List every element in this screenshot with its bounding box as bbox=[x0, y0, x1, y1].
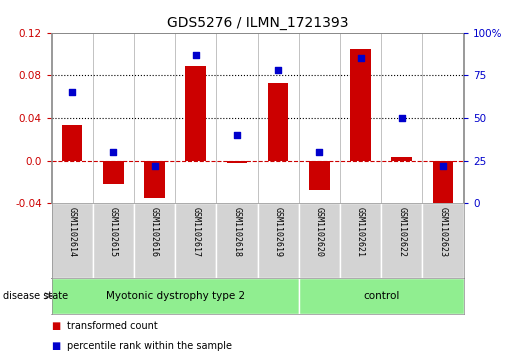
Bar bbox=[299, 203, 340, 278]
Text: GSM1102617: GSM1102617 bbox=[191, 207, 200, 257]
Title: GDS5276 / ILMN_1721393: GDS5276 / ILMN_1721393 bbox=[167, 16, 348, 30]
Point bbox=[109, 149, 117, 155]
Text: ■: ■ bbox=[52, 341, 61, 351]
Bar bbox=[52, 203, 93, 278]
Bar bbox=[103, 160, 124, 184]
Bar bbox=[93, 203, 134, 278]
Bar bbox=[227, 160, 247, 163]
Bar bbox=[340, 203, 381, 278]
Bar bbox=[422, 203, 464, 278]
Text: GSM1102619: GSM1102619 bbox=[273, 207, 283, 257]
Bar bbox=[268, 83, 288, 160]
Bar bbox=[391, 158, 412, 160]
Point bbox=[192, 52, 200, 58]
Text: GSM1102623: GSM1102623 bbox=[438, 207, 448, 257]
Text: GSM1102615: GSM1102615 bbox=[109, 207, 118, 257]
Text: ■: ■ bbox=[52, 321, 61, 331]
Bar bbox=[309, 160, 330, 191]
Text: GSM1102618: GSM1102618 bbox=[232, 207, 242, 257]
Point bbox=[68, 90, 76, 95]
Bar bbox=[350, 49, 371, 160]
Text: percentile rank within the sample: percentile rank within the sample bbox=[67, 341, 232, 351]
Bar bbox=[175, 203, 216, 278]
Text: GSM1102614: GSM1102614 bbox=[67, 207, 77, 257]
Bar bbox=[134, 203, 175, 278]
Bar bbox=[62, 126, 82, 160]
Point bbox=[274, 67, 282, 73]
Bar bbox=[433, 160, 453, 212]
Point bbox=[315, 149, 323, 155]
Bar bbox=[185, 66, 206, 160]
Point bbox=[439, 163, 447, 169]
Text: control: control bbox=[363, 291, 399, 301]
Bar bbox=[144, 160, 165, 198]
Bar bbox=[52, 278, 299, 314]
Text: disease state: disease state bbox=[3, 291, 67, 301]
Bar bbox=[258, 203, 299, 278]
Point bbox=[150, 163, 159, 169]
Text: Myotonic dystrophy type 2: Myotonic dystrophy type 2 bbox=[106, 291, 245, 301]
Point bbox=[398, 115, 406, 121]
Text: GSM1102621: GSM1102621 bbox=[356, 207, 365, 257]
Text: GSM1102622: GSM1102622 bbox=[397, 207, 406, 257]
Text: GSM1102620: GSM1102620 bbox=[315, 207, 324, 257]
Text: GSM1102616: GSM1102616 bbox=[150, 207, 159, 257]
Text: transformed count: transformed count bbox=[67, 321, 158, 331]
Point bbox=[356, 55, 365, 61]
Bar bbox=[381, 203, 422, 278]
Bar bbox=[216, 203, 258, 278]
Bar bbox=[299, 278, 464, 314]
Point bbox=[233, 132, 241, 138]
